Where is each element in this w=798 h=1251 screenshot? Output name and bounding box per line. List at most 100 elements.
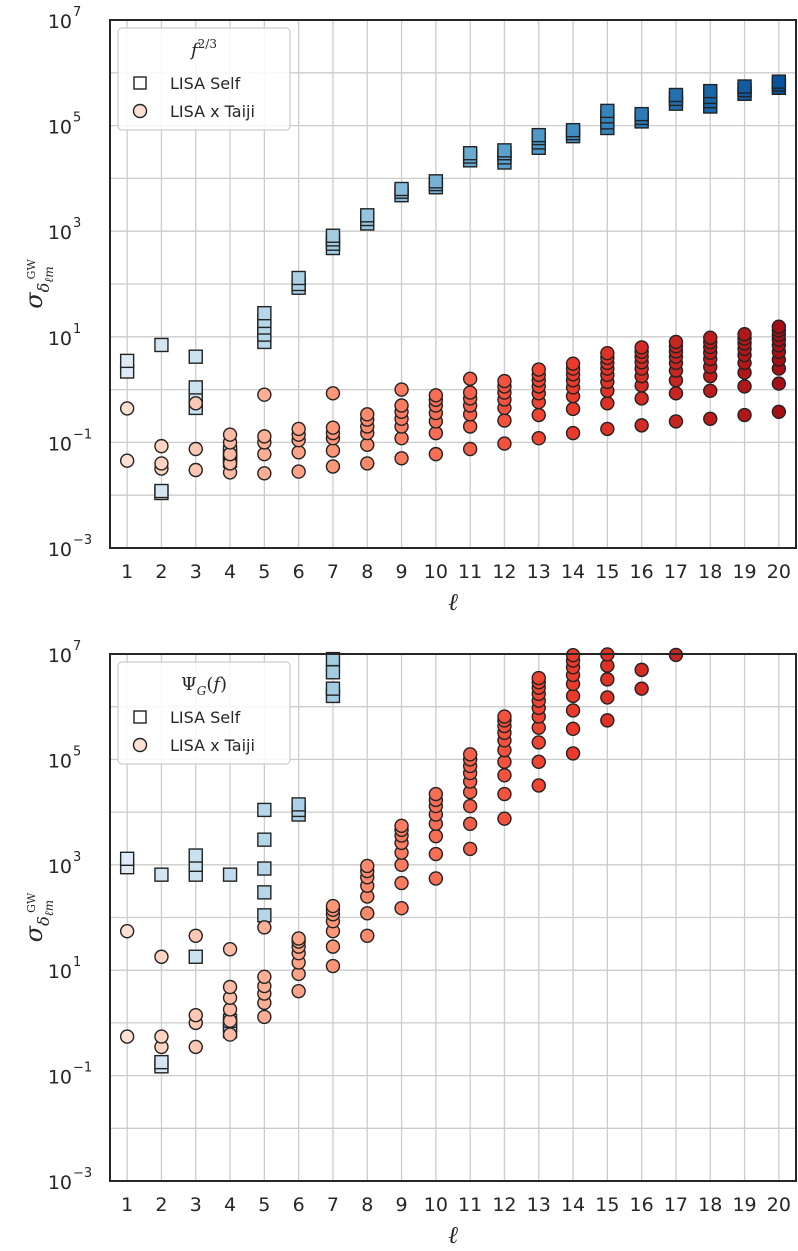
data-point-circle xyxy=(600,672,615,687)
data-point-square xyxy=(325,228,341,243)
x-tick-label: 16 xyxy=(630,561,654,583)
data-point-circle xyxy=(394,451,409,466)
y-tick-label: 10 7 xyxy=(48,5,81,33)
y-tick-label: 10 1 xyxy=(48,322,81,350)
data-point-circle xyxy=(428,388,444,403)
data-point-circle xyxy=(600,396,615,411)
y-tick-base: 10 xyxy=(48,961,72,983)
data-point-square xyxy=(257,885,272,900)
series-lisa-x-taiji xyxy=(119,319,787,481)
legend-label-lisa-x-taiji: LISA x Taiji xyxy=(170,736,255,755)
y-tick-label: 10 5 xyxy=(48,744,81,772)
data-point-circle xyxy=(462,419,478,434)
data-point-square xyxy=(257,861,272,876)
plot-frame xyxy=(109,19,797,549)
data-point-circle xyxy=(462,371,478,387)
data-point-circle xyxy=(771,376,787,391)
legend-title: ΨG(f) xyxy=(181,674,227,698)
y-tick-exponent: 5 xyxy=(73,744,81,759)
y-axis-label: σδℓmGW xyxy=(20,259,56,309)
data-point-square xyxy=(154,1054,169,1070)
data-point-square xyxy=(188,380,203,395)
data-point-circle xyxy=(462,841,478,857)
x-tick-label: 20 xyxy=(767,1194,791,1216)
data-point-circle xyxy=(257,969,272,984)
data-point-circle xyxy=(257,429,272,444)
data-point-circle xyxy=(325,958,341,974)
data-point-circle xyxy=(325,420,341,435)
data-point-circle xyxy=(154,456,169,471)
data-point-circle xyxy=(531,735,546,750)
data-point-circle xyxy=(462,798,478,814)
data-point-circle xyxy=(325,939,341,954)
x-tick-label: 1 xyxy=(121,561,133,583)
x-tick-label: 14 xyxy=(561,1194,585,1216)
data-point-circle xyxy=(428,446,444,462)
x-tick-label: 15 xyxy=(595,1194,619,1216)
data-point-circle xyxy=(257,387,272,402)
data-point-circle xyxy=(497,768,512,783)
data-point-circle xyxy=(497,709,512,724)
x-tick-label: 16 xyxy=(630,1194,654,1216)
data-point-circle xyxy=(771,319,787,334)
y-tick-base: 10 xyxy=(48,433,72,455)
data-point-circle xyxy=(154,1029,169,1044)
data-point-circle xyxy=(497,413,512,428)
y-tick-exponent: 7 xyxy=(73,5,81,20)
x-tick-label: 10 xyxy=(424,1194,448,1216)
y-axis-label: σδℓmGW xyxy=(20,892,56,942)
data-point-circle xyxy=(531,431,546,446)
legend-label-lisa-x-taiji: LISA x Taiji xyxy=(170,102,255,121)
data-point-circle xyxy=(394,818,409,833)
data-point-circle xyxy=(600,713,615,728)
data-point-circle xyxy=(668,386,684,401)
legend-label-lisa-self: LISA Self xyxy=(170,708,241,727)
y-tick-label: 10 −3 xyxy=(48,1166,92,1194)
y-tick-base: 10 xyxy=(48,645,72,667)
y-tick-base: 10 xyxy=(48,856,72,878)
x-tick-label: 4 xyxy=(224,1194,236,1216)
y-tick-label: 10 1 xyxy=(48,955,81,983)
data-point-circle xyxy=(634,681,649,696)
data-point-circle xyxy=(428,828,444,844)
data-point-circle xyxy=(119,923,135,939)
x-tick-label: 18 xyxy=(698,561,722,583)
data-point-circle xyxy=(394,875,409,891)
x-tick-label: 12 xyxy=(492,561,516,583)
data-point-circle xyxy=(257,466,272,481)
data-point-circle xyxy=(360,858,375,874)
data-point-square xyxy=(154,337,169,353)
data-point-circle xyxy=(737,379,752,394)
data-point-square xyxy=(119,353,135,369)
data-point-circle xyxy=(531,670,546,686)
x-axis-label: ℓ xyxy=(448,588,458,616)
data-point-square xyxy=(428,174,444,189)
data-point-circle xyxy=(600,421,615,437)
data-point-circle xyxy=(668,414,684,429)
data-point-circle xyxy=(257,1009,272,1025)
data-point-circle xyxy=(360,906,375,921)
data-point-square xyxy=(222,867,238,882)
x-tick-label: 17 xyxy=(664,1194,688,1216)
y-tick-label: 10 −3 xyxy=(48,533,92,561)
data-point-circle xyxy=(634,662,649,678)
legend-square-marker xyxy=(133,76,147,90)
data-point-square xyxy=(257,908,272,923)
data-point-square xyxy=(497,143,512,158)
data-point-circle xyxy=(119,453,135,468)
x-tick-label: 5 xyxy=(258,561,270,583)
data-point-circle xyxy=(394,398,409,413)
data-point-circle xyxy=(188,1007,203,1023)
x-tick-label: 10 xyxy=(424,561,448,583)
y-tick-exponent: 1 xyxy=(73,955,81,970)
x-tick-label: 8 xyxy=(361,1194,373,1216)
x-axis-label: ℓ xyxy=(448,1221,458,1249)
data-point-square xyxy=(325,651,341,667)
y-tick-exponent: 5 xyxy=(73,111,81,126)
x-tick-label: 7 xyxy=(327,1194,339,1216)
x-tick-label: 15 xyxy=(595,561,619,583)
x-tick-label: 11 xyxy=(458,561,482,583)
legend-box xyxy=(117,661,291,765)
data-point-circle xyxy=(565,721,581,737)
data-point-square xyxy=(257,832,272,847)
